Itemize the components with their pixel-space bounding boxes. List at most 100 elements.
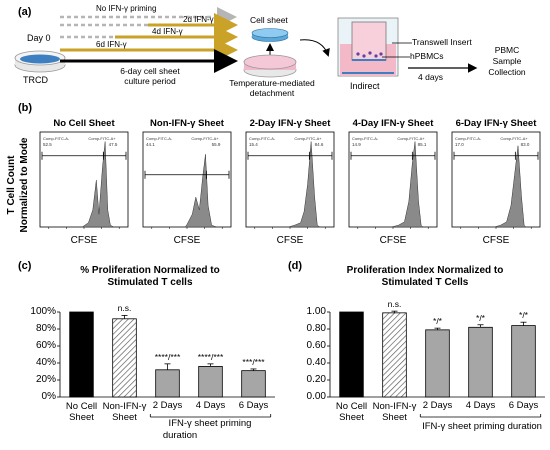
histogram-distribution — [288, 141, 321, 228]
culture-line2: culture period — [124, 76, 176, 86]
category-label: 2 Days — [152, 400, 183, 411]
chart-c-group-1: IFN-γ sheet priming — [168, 418, 252, 429]
category-label: No Cell Sheet — [335, 401, 368, 423]
bar — [511, 325, 536, 398]
gate-left-name: Comp-FITC-A- — [146, 136, 173, 141]
d2-label: 2d IFN-γ — [183, 15, 214, 24]
category-label: Non-IFN-γ Sheet — [372, 401, 417, 423]
y-tick-label: 0% — [41, 391, 56, 402]
bar — [339, 311, 364, 398]
panel-c-letter: (c) — [18, 260, 32, 272]
gate-right-name: Comp-FITC-A+ — [191, 136, 219, 141]
four-days-label: 4 days — [418, 72, 444, 82]
panel-a-letter: (a) — [18, 6, 32, 18]
pbmc-line2: Sample — [492, 56, 522, 66]
bar — [425, 329, 450, 398]
significance-label: n.s. — [387, 299, 402, 310]
histogram-xlabel: CFSE — [173, 235, 201, 246]
panel-b-letter: (b) — [18, 102, 33, 114]
transwell-label: Transwell Insert — [412, 37, 472, 47]
chart-d-group-1: IFN-γ sheet priming duration — [422, 421, 542, 432]
histogram-xlabel: CFSE — [70, 235, 98, 246]
category-label: 4 Days — [465, 400, 496, 411]
category-label: 4 Days — [195, 400, 226, 411]
histogram-xlabel: CFSE — [276, 235, 304, 246]
chart-c-title-1: % Proliferation Normalized to — [80, 265, 220, 276]
gate-right-pct: 84.6 — [314, 142, 324, 147]
significance-label: ****/*** — [154, 351, 181, 362]
y-tick-label: 0.40 — [306, 357, 326, 368]
gate-left-pct: 52.5 — [43, 142, 52, 147]
significance-label: ***/*** — [242, 356, 265, 367]
y-tick-label: 20% — [35, 374, 56, 385]
gate-right-name: Comp-FITC-A+ — [294, 136, 322, 141]
no-priming-label: No IFN-γ priming — [96, 4, 157, 13]
histogram-frame — [348, 131, 438, 228]
category-label: Non-IFN-γ Sheet — [102, 401, 147, 423]
temp-line1: Temperature-mediated — [229, 78, 315, 88]
gate-right-name: Comp-FITC-A+ — [88, 136, 116, 141]
y-tick-label: 0.00 — [306, 391, 326, 402]
cell-sheet-graphic — [251, 28, 289, 55]
histogram-title: 2-Day IFN-γ Sheet — [249, 118, 331, 129]
y-tick-label: 100% — [30, 306, 56, 317]
histogram-title: No Cell Sheet — [53, 118, 115, 129]
gate-right-name: Comp-FITC-A+ — [397, 136, 425, 141]
bar — [382, 312, 407, 398]
category-label: 2 Days — [422, 400, 453, 411]
chart-c-title-2: Stimulated T cells — [107, 277, 193, 288]
histogram-title: 6-Day IFN-γ Sheet — [455, 118, 537, 129]
culture-line1: 6-day cell sheet — [120, 66, 180, 76]
histogram-title: 4-Day IFN-γ Sheet — [352, 118, 434, 129]
category-label: No Cell Sheet — [65, 401, 98, 423]
y-tick-label: 0.80 — [306, 323, 326, 334]
histogram-frame — [142, 131, 232, 228]
temp-line2: detachment — [249, 88, 295, 98]
chart-c-group-2: duration — [162, 430, 198, 441]
gate-right-pct: 55.9 — [211, 142, 221, 147]
transwell-graphic — [337, 17, 412, 77]
gate-left-name: Comp-FITC-A- — [455, 136, 482, 141]
trcd-dish — [14, 50, 66, 73]
y-tick-label: 40% — [35, 357, 56, 368]
histogram-distribution — [494, 145, 527, 228]
y-tick-label: 0.20 — [306, 374, 326, 385]
chart-d-title-2: Stimulated T Cells — [381, 277, 469, 288]
gate-right-pct: 83.0 — [520, 142, 530, 147]
trcd-label: TRCD — [23, 75, 48, 85]
histogram-distribution — [184, 154, 217, 228]
histogram-distribution — [391, 141, 424, 228]
hpbmcs-label: hPBMCs — [410, 51, 444, 61]
histogram-distribution — [81, 141, 115, 228]
category-label: 6 Days — [238, 400, 269, 411]
histogram-xlabel: CFSE — [482, 235, 510, 246]
y-tick-label: 80% — [35, 323, 56, 334]
gate-left-pct: 14.9 — [352, 142, 361, 147]
histogram-frame — [39, 131, 129, 228]
chart-d-title-1: Proliferation Index Normalized to — [346, 265, 504, 276]
gate-left-pct: 44.1 — [146, 142, 155, 147]
gate-right-pct: 47.5 — [108, 142, 118, 147]
d6-label: 6d IFN-γ — [96, 40, 127, 49]
bar — [69, 311, 94, 398]
gate-right-pct: 85.1 — [417, 142, 427, 147]
y-tick-label: 0.60 — [306, 340, 326, 351]
significance-label: */* — [519, 310, 528, 321]
significance-label: n.s. — [117, 303, 132, 314]
histogram-xlabel: CFSE — [379, 235, 407, 246]
bar — [468, 326, 493, 398]
y-tick-label: 1.00 — [306, 306, 326, 317]
histogram-title: Non-IFN-γ Sheet — [150, 118, 224, 129]
y-tick-label: 60% — [35, 340, 56, 351]
category-label: 6 Days — [508, 400, 539, 411]
histogram-frame — [451, 131, 541, 228]
gate-left-pct: 17.0 — [455, 142, 464, 147]
